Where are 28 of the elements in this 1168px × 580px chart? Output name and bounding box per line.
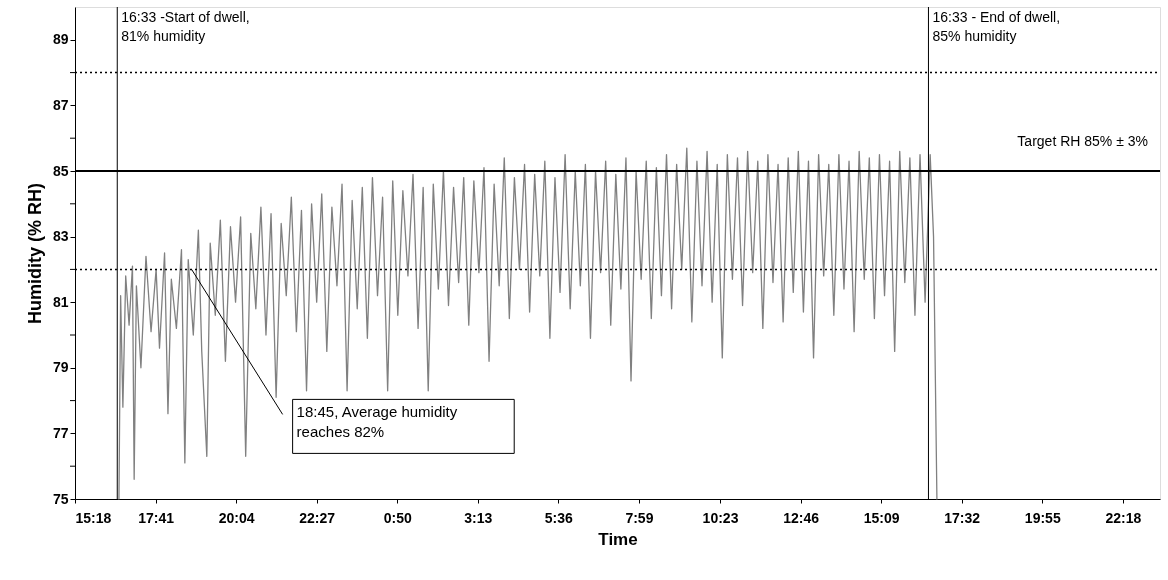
annotation: 18:45, Average humidity reaches 82% <box>296 403 458 441</box>
x-tick-label: 17:41 <box>138 509 175 526</box>
x-tick-label: 19:55 <box>1024 509 1061 526</box>
ref-line-label: 16:33 - End of dwell, 85% humidity <box>932 9 1061 44</box>
x-tick-label: 15:18 <box>75 509 112 526</box>
y-tick-label: 81 <box>52 293 69 310</box>
x-tick-label: 12:46 <box>783 509 820 526</box>
x-tick-label: 15:09 <box>863 509 900 526</box>
y-tick-label: 87 <box>52 96 69 113</box>
x-tick-label: 0:50 <box>383 509 412 526</box>
y-tick-label: 83 <box>52 228 69 245</box>
ref-line-label: 16:33 -Start of dwell, 81% humidity <box>121 9 250 44</box>
x-tick-label: 3:13 <box>464 509 493 526</box>
ref-line-label: Target RH 85% ± 3% <box>1017 133 1148 149</box>
x-tick-label: 7:59 <box>625 509 654 526</box>
x-tick-label: 20:04 <box>218 509 255 526</box>
x-tick-label: 10:23 <box>702 509 739 526</box>
y-tick-label: 77 <box>52 424 69 441</box>
y-tick-label: 89 <box>52 31 69 48</box>
y-axis-title: Humidity (% RH) <box>24 183 45 324</box>
x-tick-label: 22:18 <box>1105 509 1142 526</box>
y-tick-label: 85 <box>52 162 69 179</box>
y-tick-label: 75 <box>52 490 69 507</box>
x-axis-title: Time <box>598 529 638 549</box>
y-tick-label: 79 <box>52 359 69 376</box>
x-tick-label: 5:36 <box>544 509 574 526</box>
x-tick-label: 22:27 <box>299 509 336 526</box>
x-tick-label: 17:32 <box>944 509 981 526</box>
